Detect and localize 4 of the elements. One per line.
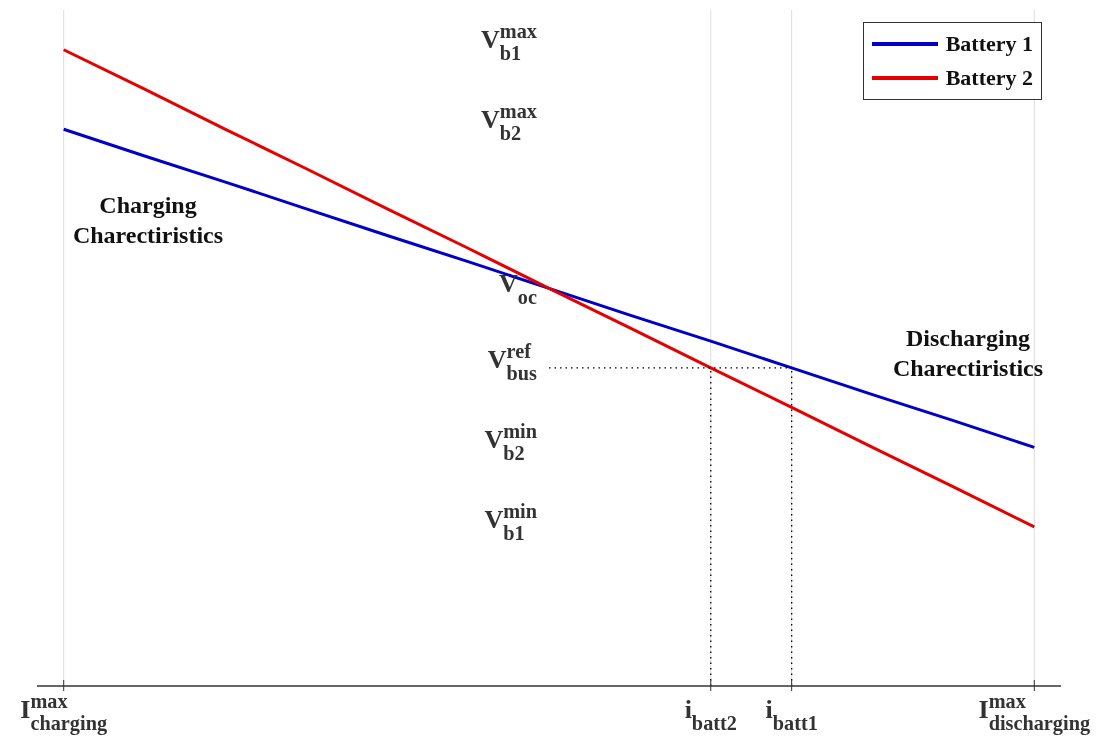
annotation: Charging Charectiristics	[72, 191, 224, 250]
annotation: Discharging Charectiristics	[892, 324, 1044, 383]
legend-label: Battery 1	[945, 31, 1033, 57]
legend-label: Battery 2	[945, 65, 1033, 91]
